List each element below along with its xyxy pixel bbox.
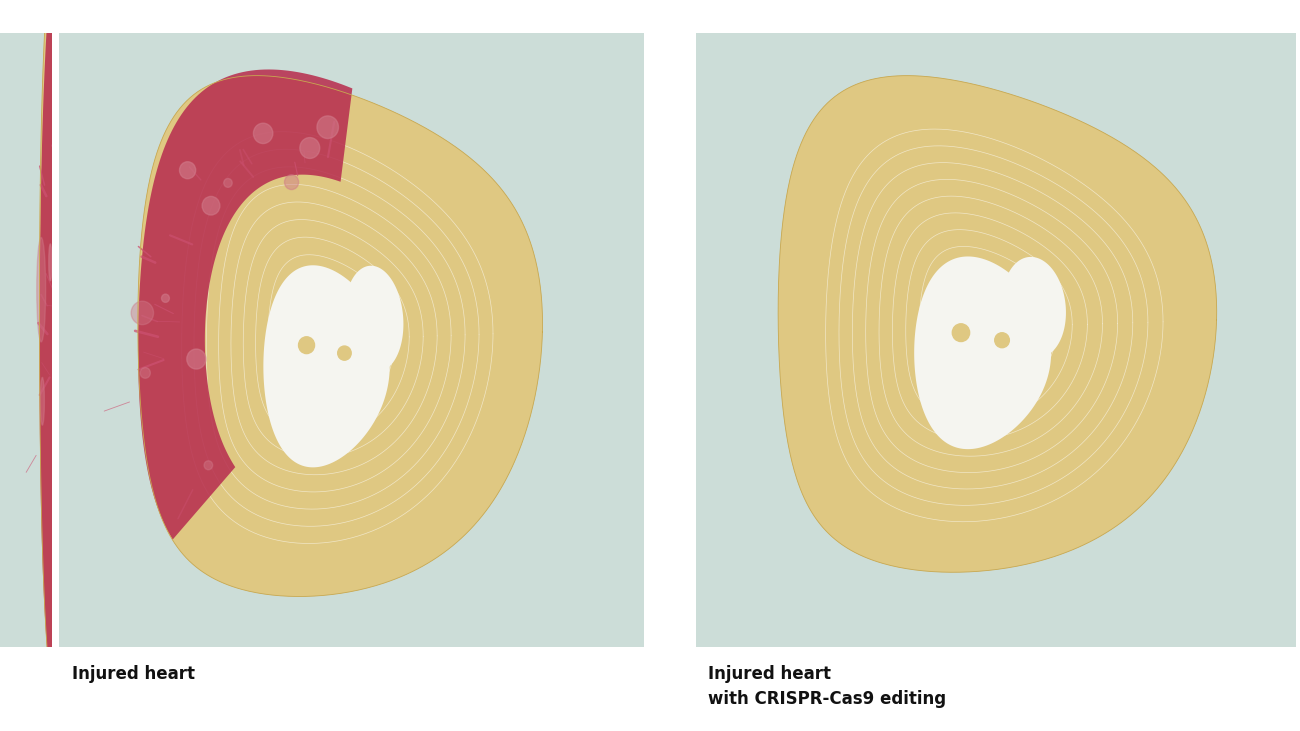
Circle shape (285, 175, 299, 189)
Polygon shape (914, 257, 1052, 449)
Circle shape (299, 337, 315, 354)
Text: Injured heart
with CRISPR-Cas9 editing: Injured heart with CRISPR-Cas9 editing (708, 665, 946, 708)
Circle shape (338, 346, 351, 360)
Circle shape (317, 116, 338, 138)
Circle shape (58, 331, 66, 420)
Circle shape (161, 294, 169, 303)
Circle shape (953, 324, 970, 341)
Circle shape (40, 377, 44, 425)
Circle shape (187, 349, 205, 369)
Circle shape (73, 28, 77, 67)
Circle shape (179, 162, 196, 178)
Circle shape (56, 0, 62, 62)
Circle shape (140, 368, 151, 378)
Circle shape (204, 461, 213, 470)
Circle shape (84, 0, 92, 1)
Circle shape (202, 197, 220, 215)
Polygon shape (121, 202, 144, 399)
Circle shape (300, 137, 320, 159)
Circle shape (49, 244, 52, 281)
Circle shape (104, 0, 112, 29)
Circle shape (254, 124, 273, 143)
Polygon shape (88, 201, 139, 577)
Polygon shape (344, 266, 403, 372)
Polygon shape (779, 75, 1217, 572)
Polygon shape (264, 265, 390, 467)
Circle shape (65, 553, 69, 593)
Circle shape (65, 49, 72, 132)
Polygon shape (1002, 257, 1066, 358)
Circle shape (994, 333, 1009, 348)
Circle shape (36, 238, 46, 342)
Polygon shape (138, 75, 542, 596)
Circle shape (224, 178, 233, 187)
Text: Injured heart: Injured heart (72, 665, 195, 683)
Polygon shape (39, 0, 199, 731)
Polygon shape (138, 69, 352, 539)
Circle shape (118, 333, 124, 396)
Circle shape (98, 13, 103, 80)
Polygon shape (39, 0, 125, 711)
Circle shape (103, 312, 109, 387)
Circle shape (131, 301, 153, 325)
